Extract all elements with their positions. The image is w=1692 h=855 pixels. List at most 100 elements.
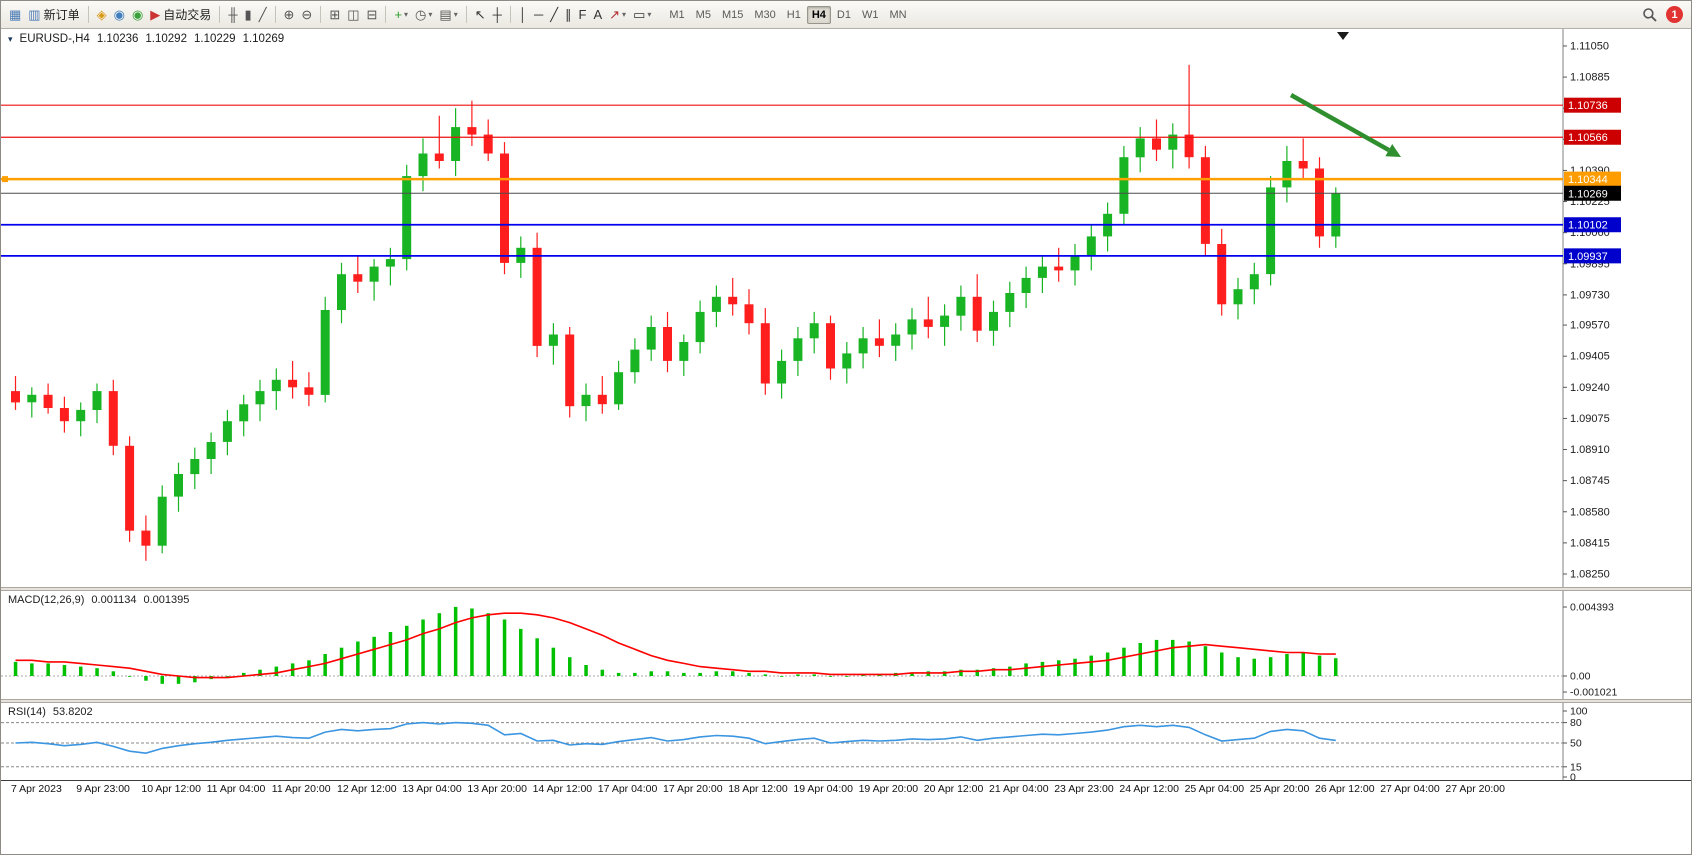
macd-name: MACD(12,26,9)	[8, 594, 85, 606]
hline-handle[interactable]	[2, 176, 8, 183]
trendline-button[interactable]: ╱	[547, 4, 561, 25]
autotrading-button[interactable]: ▶ 自动交易	[147, 4, 214, 25]
new-chart-icon: ▦	[9, 7, 22, 22]
svg-text:80: 80	[1570, 717, 1582, 729]
panel-splitter[interactable]	[1, 699, 1691, 703]
community-button[interactable]: ◉	[129, 4, 146, 25]
timeframe-m1-button[interactable]: M1	[669, 8, 685, 21]
ohlc-low: 1.10229	[193, 33, 236, 45]
shapes-tool-button[interactable]: ▭ ▾	[630, 4, 654, 25]
candlestick-chart-icon: ▮	[244, 7, 252, 22]
svg-text:100: 100	[1570, 706, 1588, 718]
timeframe-m5-button[interactable]: M5	[695, 8, 711, 21]
svg-text:0.004393: 0.004393	[1570, 602, 1614, 614]
fibonacci-button[interactable]: F	[576, 4, 590, 25]
profile-button[interactable]: ◉	[111, 4, 128, 25]
zoom-in-button[interactable]: ⊕	[281, 4, 298, 25]
collapse-triangle-icon[interactable]: ▾	[8, 33, 13, 44]
shapes-tool-icon: ▭	[633, 7, 646, 22]
arrange-windows-icon: ⊟	[366, 7, 378, 22]
metaeditor-button[interactable]: ◈	[94, 4, 110, 25]
horizontal-line-button[interactable]: ─	[531, 4, 546, 25]
chart-shift-marker[interactable]	[1337, 32, 1349, 40]
new-chart-button[interactable]: ▦	[6, 4, 24, 25]
cursor-button[interactable]: ↖	[472, 4, 489, 25]
toolbar-separator	[385, 6, 387, 23]
indicators-icon: +	[394, 7, 403, 22]
shapes-tool-dropdown-arrow[interactable]: ▾	[647, 10, 652, 19]
time-label: 12 Apr 12:00	[337, 783, 397, 795]
svg-text:1.09405: 1.09405	[1570, 351, 1610, 363]
periods-button[interactable]: ◷ ▾	[412, 4, 435, 25]
timeframe-d1-button[interactable]: D1	[836, 8, 851, 21]
time-label: 25 Apr 04:00	[1184, 783, 1245, 795]
toolbar-separator	[87, 6, 89, 23]
chart-title: ▾ EURUSD-,H4 1.10236 1.10292 1.10229 1.1…	[8, 33, 284, 45]
arrows-tool-dropdown-arrow[interactable]: ▾	[622, 10, 627, 19]
price-panel: ▾ EURUSD-,H4 1.10236 1.10292 1.10229 1.1…	[1, 29, 1691, 587]
time-label: 7 Apr 2023	[11, 783, 62, 795]
timeframe-h1-button[interactable]: H1	[786, 8, 801, 21]
templates-dropdown-arrow[interactable]: ▾	[453, 10, 458, 19]
arrange-windows-button[interactable]: ⊟	[364, 4, 381, 25]
templates-button[interactable]: ▤ ▾	[436, 4, 460, 25]
svg-text:1.11050: 1.11050	[1570, 40, 1609, 52]
svg-text:1.10566: 1.10566	[1568, 132, 1608, 144]
time-label: 24 Apr 12:00	[1119, 783, 1179, 795]
time-label: 13 Apr 04:00	[402, 783, 462, 795]
price-chart-canvas[interactable]: 1.110501.108851.107201.105551.103901.102…	[1, 29, 1692, 587]
tile-windows-icon: ⊞	[329, 7, 341, 22]
indicators-dropdown-arrow[interactable]: ▾	[404, 10, 409, 19]
svg-text:1.08745: 1.08745	[1570, 475, 1610, 487]
candlestick-chart-button[interactable]: ▮	[242, 4, 255, 25]
timeframe-h4-button[interactable]: H4	[806, 5, 831, 24]
toolbar-items: ▦ ▥ 新订单 ◈ ◉ ◉ ▶ 自动交易 ╫ ▮ ╱ ⊕ ⊖ ⊞ ◫ ⊟ + ▾ ◷ ▾ ▤ ▾ ↖ ┼ │ ─ ╱ ∥ F A ↗ ▾ ▭ ▾	[6, 4, 654, 25]
timeframe-m30-button[interactable]: M30	[754, 8, 776, 21]
svg-text:1.08415: 1.08415	[1570, 537, 1610, 549]
time-axis[interactable]: 7 Apr 2023 9 Apr 23:00 10 Apr 12:00 11 Apr …	[1, 780, 1691, 799]
profile-icon: ◉	[113, 7, 125, 22]
svg-text:1.09937: 1.09937	[1568, 251, 1608, 263]
crosshair-button[interactable]: ┼	[490, 4, 505, 25]
svg-text:1.10736: 1.10736	[1568, 100, 1608, 112]
equidistant-channel-icon: ∥	[565, 7, 572, 22]
timeframe-m15-button[interactable]: M15	[721, 8, 744, 21]
zoom-out-button[interactable]: ⊖	[298, 4, 315, 25]
time-label: 11 Apr 20:00	[271, 783, 331, 795]
notification-badge[interactable]: 1	[1666, 6, 1683, 23]
symbol-period-label: EURUSD-,H4	[19, 33, 90, 45]
time-label: 21 Apr 04:00	[989, 783, 1049, 795]
equidistant-channel-button[interactable]: ∥	[562, 4, 575, 25]
bar-chart-button[interactable]: ╫	[225, 4, 240, 25]
vertical-line-icon: │	[518, 7, 527, 22]
time-label: 13 Apr 20:00	[467, 783, 527, 795]
text-label-button[interactable]: A	[590, 4, 605, 25]
toolbar-separator	[320, 6, 322, 23]
time-label: 9 Apr 23:00	[76, 783, 130, 795]
panel-splitter[interactable]	[1, 587, 1691, 591]
svg-text:0: 0	[1570, 772, 1576, 781]
timeframe-w1-button[interactable]: W1	[861, 8, 879, 21]
arrows-tool-button[interactable]: ↗ ▾	[606, 4, 629, 25]
macd-panel: MACD(12,26,9) 0.001134 0.001395 0.004393…	[1, 591, 1691, 699]
ohlc-close: 1.10269	[242, 33, 285, 45]
svg-text:1.09730: 1.09730	[1570, 289, 1610, 301]
tile-windows-button[interactable]: ⊞	[326, 4, 343, 25]
time-label: 17 Apr 20:00	[663, 783, 723, 795]
bar-chart-icon: ╫	[228, 7, 238, 22]
vertical-line-button[interactable]: │	[516, 4, 530, 25]
line-chart-button[interactable]: ╱	[256, 4, 270, 25]
timeframe-mn-button[interactable]: MN	[889, 8, 907, 21]
macd-main-value: 0.001134	[91, 594, 137, 606]
svg-text:1.10269: 1.10269	[1568, 188, 1608, 200]
annotation-arrow[interactable]	[1289, 93, 1390, 153]
time-label: 14 Apr 12:00	[532, 783, 593, 795]
periods-dropdown-arrow[interactable]: ▾	[428, 10, 433, 19]
indicators-button[interactable]: + ▾	[391, 4, 411, 25]
new-order-button[interactable]: ▥ 新订单	[25, 4, 82, 25]
macd-canvas[interactable]: 0.004393 0.00 -0.001021	[1, 591, 1692, 699]
cascade-windows-button[interactable]: ◫	[344, 4, 362, 25]
search-icon[interactable]	[1642, 7, 1658, 23]
rsi-label: RSI(14) 53.8202	[8, 706, 93, 718]
